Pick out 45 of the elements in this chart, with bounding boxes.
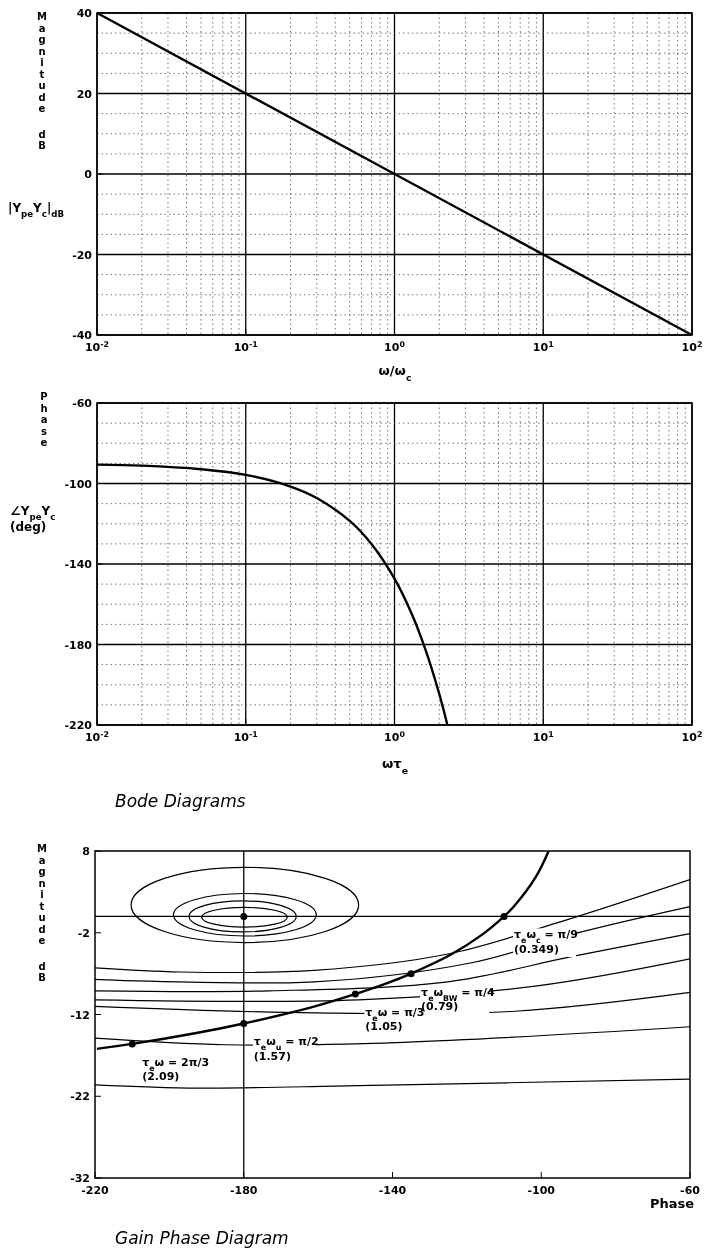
y-tick-label: -100: [64, 477, 93, 491]
x-tick-label: -180: [229, 1184, 258, 1197]
y-tick-label: 0: [84, 168, 93, 181]
y-tick-label: -180: [64, 638, 93, 652]
x-tick-label: 10$^{0}$: [384, 729, 406, 744]
x-axis-title: ω/ω$_{c}$: [378, 363, 412, 383]
x-tick-label: -60: [680, 1184, 701, 1197]
y-tick-label: 8: [82, 845, 90, 858]
x-tick-label: 10$^{-1}$: [233, 339, 258, 354]
x-tick-label: 10$^{2}$: [681, 339, 703, 354]
x-tick-label: -140: [378, 1184, 407, 1197]
x-tick-label: 10$^{-1}$: [233, 729, 258, 744]
y-tick-label: 20: [76, 87, 93, 101]
y-tick-label: -22: [70, 1090, 90, 1104]
x-tick-label: 10$^{-2}$: [84, 729, 110, 744]
y-tick-label: -12: [70, 1008, 90, 1022]
annotation: τ$_{e}$ω = 2π/3 (2.09): [142, 1055, 210, 1084]
point: [351, 990, 359, 998]
text: |Y$_{pe}$Y$_{c}$|$_{dB}$: [8, 201, 65, 219]
text: Magnitude dB: [37, 843, 47, 983]
y-tick-label: -40: [72, 329, 93, 342]
point: [128, 1040, 136, 1048]
annotation: τ$_{e}$ω$_{c}$ = π/9 (0.349): [514, 928, 578, 956]
text: Gain Phase Diagram: [115, 1228, 289, 1248]
text: Magnitude dB: [37, 11, 47, 151]
x-tick-label: 10$^{1}$: [532, 729, 554, 744]
x-tick-label: -100: [527, 1184, 556, 1197]
y-tick-label: -32: [70, 1172, 90, 1185]
x-tick-label: 10$^{1}$: [532, 339, 554, 354]
point: [407, 970, 415, 978]
x-axis-title: ωτ$_{e}$: [382, 756, 408, 776]
text: Bode Diagrams: [115, 791, 246, 811]
x-tick-label: 10$^{-2}$: [84, 339, 110, 354]
y-tick-label: 40: [76, 7, 93, 20]
y-tick-label: -140: [64, 558, 93, 571]
x-axis-title: Phase: [649, 1196, 695, 1211]
x-tick-label: 10$^{0}$: [384, 339, 406, 354]
annotation: τ$_{e}$ω$_{u}$ = π/2 (1.57): [253, 1035, 319, 1063]
text: ∠Y$_{pe}$Y$_{c}$ (deg): [10, 504, 56, 534]
y-tick-label: -2: [77, 926, 90, 940]
y-axis-title: Phase: [40, 391, 48, 448]
y-tick-label: -20: [72, 248, 93, 262]
y-tick-label: -220: [64, 719, 93, 732]
y-tick-label: -60: [72, 397, 93, 410]
x-tick-label: 10$^{2}$: [681, 729, 703, 744]
